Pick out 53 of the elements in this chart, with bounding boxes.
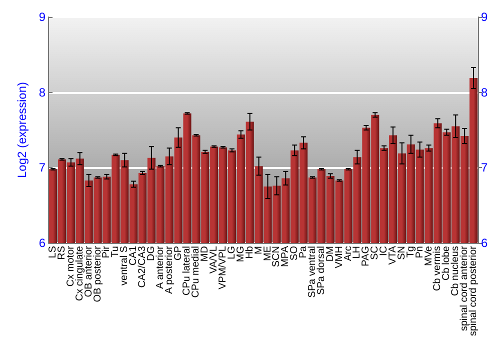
y-axis-title: Log2 (expression) (15, 82, 29, 178)
x-tick-label: MVe (423, 246, 434, 266)
x-tick-label: ventral S (119, 246, 130, 286)
x-tick-label: Tu (110, 246, 122, 258)
y-tick-label: 9 (38, 10, 46, 24)
y-tick-label: 8 (38, 85, 46, 100)
x-tick-label: Pa (298, 246, 310, 258)
x-tick-label: M (253, 246, 264, 254)
y-tick-label: 6 (38, 236, 46, 250)
x-tick-label: LG (226, 246, 238, 260)
x-tick-label: Pir (101, 245, 112, 258)
x-tick-label: Cx motor (65, 245, 76, 287)
x-tick-label: IC (378, 246, 390, 256)
y-tick-label: 7 (38, 160, 46, 175)
x-tick-label: OB posterior (92, 245, 104, 302)
x-tick-label: MPA (280, 246, 292, 267)
x-tick-label: DM (324, 246, 336, 262)
y2-tick-label: 7 (481, 160, 488, 175)
x-tick-label: A anterior (154, 245, 166, 289)
x-tick-label: SN (396, 246, 408, 260)
y2-tick-label: 9 (481, 10, 488, 24)
x-tick-label: SC (370, 246, 381, 260)
x-tick-label: spinal cord anterior (459, 245, 470, 332)
x-tick-label: SO (289, 246, 300, 260)
x-tick-label: Hb (244, 246, 256, 259)
x-tick-label: RS (56, 246, 68, 260)
x-tick-label: MG (235, 246, 246, 262)
x-tick-label: DG (146, 246, 157, 261)
x-tick-label: Arc (342, 246, 354, 261)
x-tick-label: PAG (360, 246, 372, 266)
x-tick-label: VTA (388, 246, 399, 265)
x-tick-label: ME (262, 246, 274, 261)
x-tick-label: SPa ventral (306, 246, 318, 298)
x-tick-label: A posterior (164, 245, 175, 294)
y2-tick-label: 8 (481, 85, 488, 100)
x-tick-label: LH (352, 246, 363, 259)
x-tick-label: CPu medial (190, 246, 202, 298)
x-tick-label: Cb lobe (441, 246, 452, 280)
x-tick-label: SPa dorsal (316, 246, 327, 295)
x-tick-label: Cb nucleus (450, 246, 462, 296)
y2-tick-label: 6 (481, 236, 488, 250)
x-tick-label: OB anterior (83, 245, 94, 298)
x-tick-label: LS (48, 246, 59, 258)
x-tick-label: VMH (334, 246, 345, 268)
x-tick-label: GP (172, 246, 184, 260)
x-tick-label: VPM/VPL (218, 246, 229, 290)
x-tick-label: SCN (271, 246, 282, 268)
x-tick-label: Pn (414, 246, 426, 258)
x-tick-label: CA1 (128, 246, 140, 266)
x-tick-label: spinal cord posterior (468, 245, 480, 336)
x-tick-label: Cx cingulate (74, 246, 86, 302)
x-tick-label: CA2/CA3 (137, 246, 148, 288)
x-tick-label: Tg (405, 246, 416, 258)
